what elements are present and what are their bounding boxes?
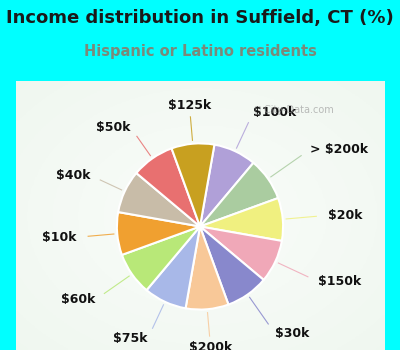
Text: $30k: $30k xyxy=(275,327,309,340)
Text: ⓘ City-Data.com: ⓘ City-Data.com xyxy=(255,105,334,115)
Text: $200k: $200k xyxy=(189,341,232,350)
Text: $40k: $40k xyxy=(56,169,90,182)
Wedge shape xyxy=(122,226,200,290)
Wedge shape xyxy=(117,212,200,255)
Wedge shape xyxy=(200,145,254,226)
Text: $10k: $10k xyxy=(42,231,77,244)
Wedge shape xyxy=(200,163,278,226)
Text: $60k: $60k xyxy=(61,293,95,306)
Text: Hispanic or Latino residents: Hispanic or Latino residents xyxy=(84,44,316,59)
Text: $100k: $100k xyxy=(253,106,296,119)
Text: $125k: $125k xyxy=(168,99,211,112)
Wedge shape xyxy=(118,173,200,226)
Wedge shape xyxy=(172,144,214,226)
Text: $150k: $150k xyxy=(318,275,361,288)
Text: $75k: $75k xyxy=(113,332,148,345)
Text: > $200k: > $200k xyxy=(310,143,368,156)
Wedge shape xyxy=(200,198,283,241)
Text: Income distribution in Suffield, CT (%): Income distribution in Suffield, CT (%) xyxy=(6,9,394,27)
Wedge shape xyxy=(146,226,200,308)
Text: $20k: $20k xyxy=(328,209,362,222)
Wedge shape xyxy=(136,148,200,226)
Wedge shape xyxy=(200,226,264,304)
Wedge shape xyxy=(186,226,228,309)
Text: $50k: $50k xyxy=(96,121,130,134)
Wedge shape xyxy=(200,226,282,280)
